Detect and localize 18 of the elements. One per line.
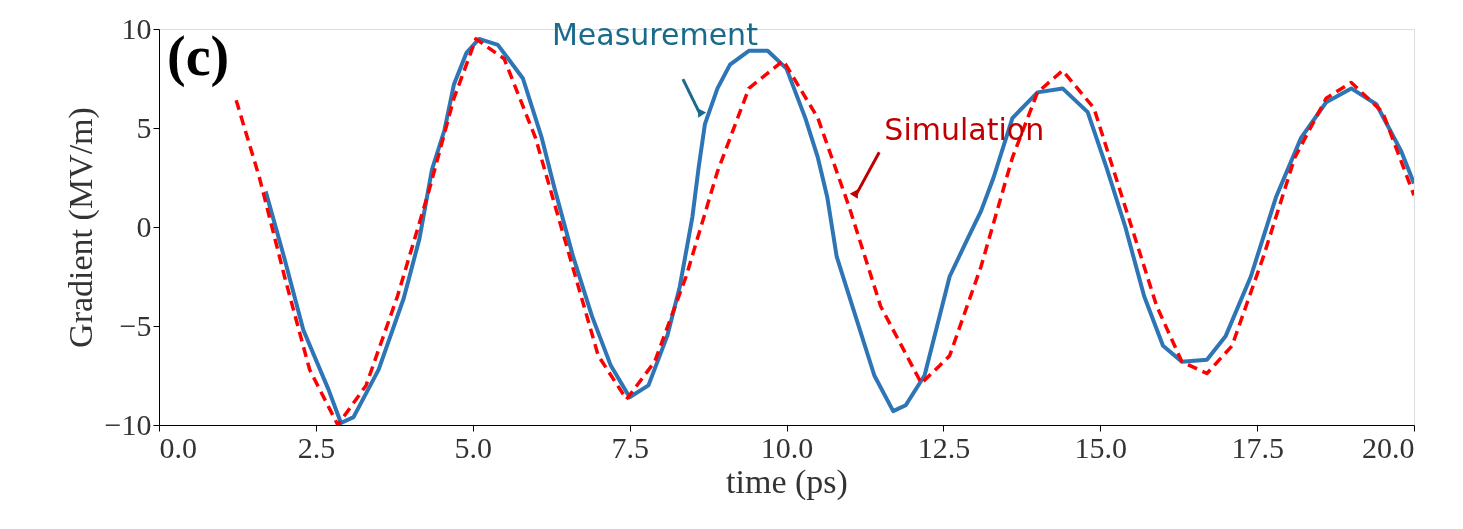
- annotation: (c): [167, 25, 230, 88]
- x-tick-label: 12.5: [917, 430, 971, 464]
- x-tick-label: 15.0: [1074, 430, 1127, 464]
- x-tick-label: 10.0: [760, 430, 814, 464]
- y-tick-label: 5: [136, 110, 152, 144]
- y-tick-label: 10: [121, 11, 152, 45]
- annotation: Measurement: [551, 17, 759, 53]
- y-tick-label: −10: [104, 407, 152, 441]
- x-tick-label: 5.0: [454, 430, 492, 464]
- x-tick-label: 17.5: [1231, 430, 1284, 464]
- y-tick-label: 0: [136, 209, 152, 243]
- x-axis-title: time (ps): [726, 462, 848, 501]
- y-tick-label: −5: [119, 308, 152, 342]
- x-tick-label: 7.5: [611, 430, 649, 464]
- y-axis-title: Gradient (MV/m): [61, 107, 100, 348]
- x-tick-label: 0.0: [159, 430, 197, 464]
- x-tick-label: 2.5: [297, 430, 336, 464]
- x-tick-label: 20.0: [1362, 430, 1415, 464]
